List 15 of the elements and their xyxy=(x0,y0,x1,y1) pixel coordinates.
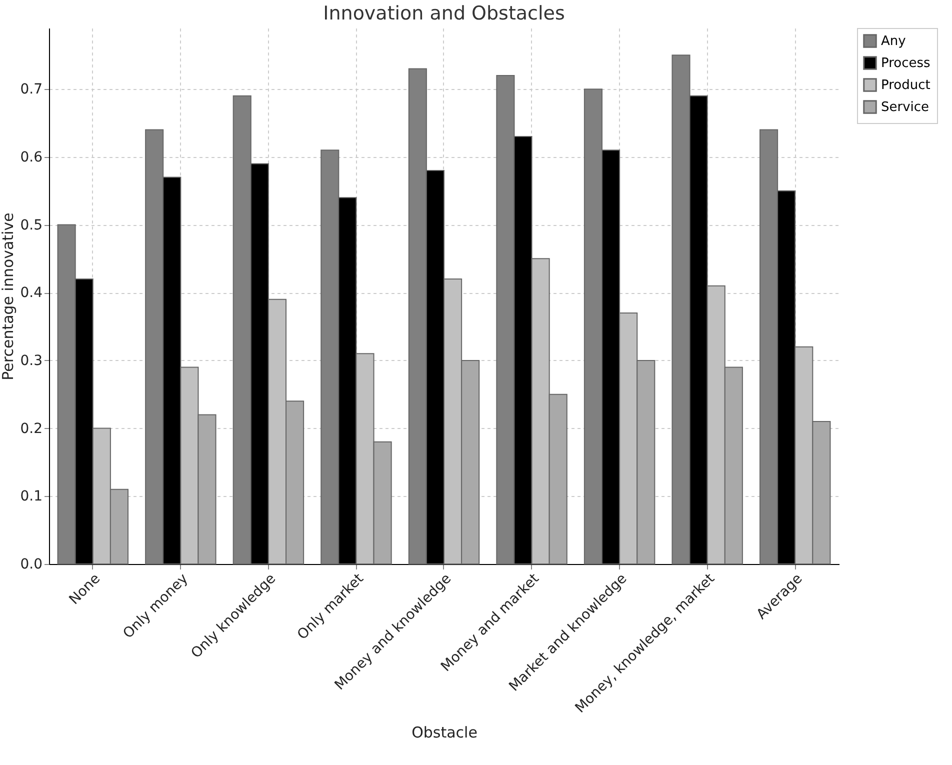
legend-label: Product xyxy=(881,78,930,93)
x-axis-title: Obstacle xyxy=(412,724,478,742)
y-tick-label: 0.3 xyxy=(20,352,42,369)
legend-label: Service xyxy=(881,100,930,115)
y-tick-label: 0.6 xyxy=(20,149,43,166)
y-tick-label: 0.1 xyxy=(20,488,42,505)
chart-title: Innovation and Obstacles xyxy=(323,2,565,24)
y-tick-label: 0.0 xyxy=(20,556,42,572)
y-tick-label: 0.4 xyxy=(20,285,43,302)
y-tick-label: 0.7 xyxy=(20,82,42,98)
y-tick-label: 0.5 xyxy=(20,217,42,234)
y-axis-title: Percentage innovative xyxy=(0,212,18,380)
legend-label: Process xyxy=(881,56,931,71)
y-tick-label: 0.2 xyxy=(20,420,42,437)
legend-label: Any xyxy=(881,34,906,49)
